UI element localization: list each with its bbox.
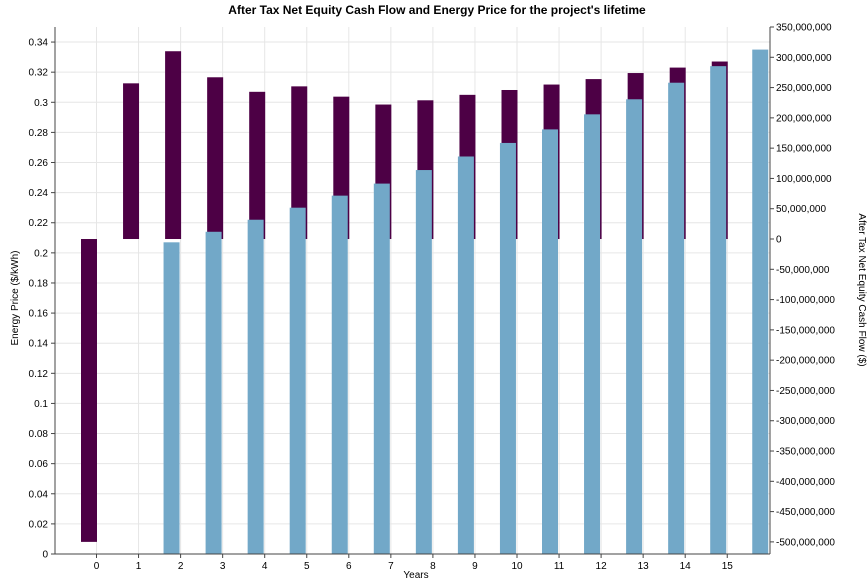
energy-price-bar: [458, 156, 474, 554]
left-axis-ticks: 0 0.02 0.04 0.06 0.08 0.1 0.12 0.14 0.16 0.18 0.2 0…: [29, 38, 55, 561]
x-tick-label: 12: [596, 561, 608, 572]
left-tick-label: 0.24: [29, 188, 49, 199]
left-tick-label: 0.26: [29, 158, 49, 169]
x-tick-label: 5: [304, 561, 310, 572]
right-tick-label: 200,000,000: [776, 113, 832, 124]
energy-price-bar: [542, 129, 558, 554]
x-tick-label: 0: [94, 561, 100, 572]
chart-title: After Tax Net Equity Cash Flow and Energ…: [228, 3, 646, 17]
x-tick-label: 15: [722, 561, 734, 572]
energy-price-bar: [668, 83, 684, 554]
energy-price-bar: [710, 66, 726, 554]
right-tick-label: 50,000,000: [776, 204, 826, 215]
left-tick-label: 0.1: [34, 399, 48, 410]
left-tick-label: 0.22: [29, 218, 49, 229]
left-tick-label: 0.06: [29, 459, 49, 470]
right-tick-label: -100,000,000: [776, 295, 835, 306]
cash-flow-bar: [123, 83, 139, 239]
x-tick-label: 3: [220, 561, 226, 572]
energy-price-bar: [416, 170, 432, 554]
bar-series: [81, 50, 768, 554]
left-tick-label: 0.08: [29, 429, 49, 440]
energy-price-bar: [290, 208, 306, 554]
right-tick-label: 100,000,000: [776, 174, 832, 185]
left-tick-label: 0.3: [34, 98, 48, 109]
x-tick-label: 6: [346, 561, 352, 572]
energy-price-bar: [248, 220, 264, 554]
x-tick-label: 4: [262, 561, 268, 572]
right-tick-label: 350,000,000: [776, 23, 832, 34]
x-tick-label: 14: [680, 561, 692, 572]
cash-flow-bar: [81, 239, 97, 542]
right-tick-label: -50,000,000: [776, 265, 830, 276]
left-tick-label: 0.2: [34, 248, 48, 259]
left-tick-label: 0.16: [29, 309, 49, 320]
x-tick-label: 2: [178, 561, 184, 572]
x-tick-label: 8: [430, 561, 436, 572]
left-tick-label: 0.32: [29, 68, 49, 79]
x-tick-label: 11: [554, 561, 565, 572]
right-tick-label: 250,000,000: [776, 83, 832, 94]
right-tick-label: -200,000,000: [776, 356, 835, 367]
right-tick-label: -400,000,000: [776, 477, 835, 488]
right-tick-label: -500,000,000: [776, 537, 835, 548]
left-tick-label: 0.14: [29, 339, 49, 350]
right-tick-label: -300,000,000: [776, 416, 835, 427]
right-tick-label: 150,000,000: [776, 144, 832, 155]
right-tick-label: 0: [776, 235, 782, 246]
right-tick-label: -250,000,000: [776, 386, 835, 397]
x-axis-label: Years: [403, 570, 428, 580]
left-tick-label: 0.02: [29, 519, 49, 530]
energy-price-bar: [584, 114, 600, 554]
energy-price-bar: [164, 242, 180, 554]
energy-price-bar: [752, 50, 768, 554]
right-tick-label: -450,000,000: [776, 507, 835, 518]
right-tick-label: -350,000,000: [776, 447, 835, 458]
energy-price-bar: [374, 184, 390, 554]
energy-price-bar: [206, 232, 222, 554]
energy-price-bar: [332, 196, 348, 554]
energy-price-bar: [626, 99, 642, 554]
axes: [55, 27, 770, 554]
energy-price-bar: [500, 143, 516, 554]
x-tick-label: 13: [638, 561, 650, 572]
right-axis-ticks: -500,000,000 -450,000,000 -400,000,000 -350…: [770, 23, 835, 549]
x-tick-label: 7: [388, 561, 394, 572]
cash-flow-bar: [207, 77, 223, 239]
x-tick-label: 1: [136, 561, 142, 572]
x-tick-label: 9: [472, 561, 478, 572]
right-tick-label: 300,000,000: [776, 53, 832, 64]
x-tick-label: 10: [511, 561, 523, 572]
left-tick-label: 0.34: [29, 38, 49, 49]
left-tick-label: 0.28: [29, 128, 49, 139]
left-tick-label: 0.12: [29, 369, 49, 380]
left-y-axis-label: Energy Price ($/kWh): [10, 250, 21, 345]
left-tick-label: 0.04: [29, 489, 49, 500]
cash-flow-bar: [249, 92, 265, 239]
cash-flow-bar: [165, 51, 181, 239]
right-tick-label: -150,000,000: [776, 325, 835, 336]
right-y-axis-label: After Tax Net Equity Cash Flow ($): [856, 213, 867, 366]
left-tick-label: 0: [42, 550, 48, 561]
gridlines: [55, 27, 770, 554]
left-tick-label: 0.18: [29, 278, 49, 289]
